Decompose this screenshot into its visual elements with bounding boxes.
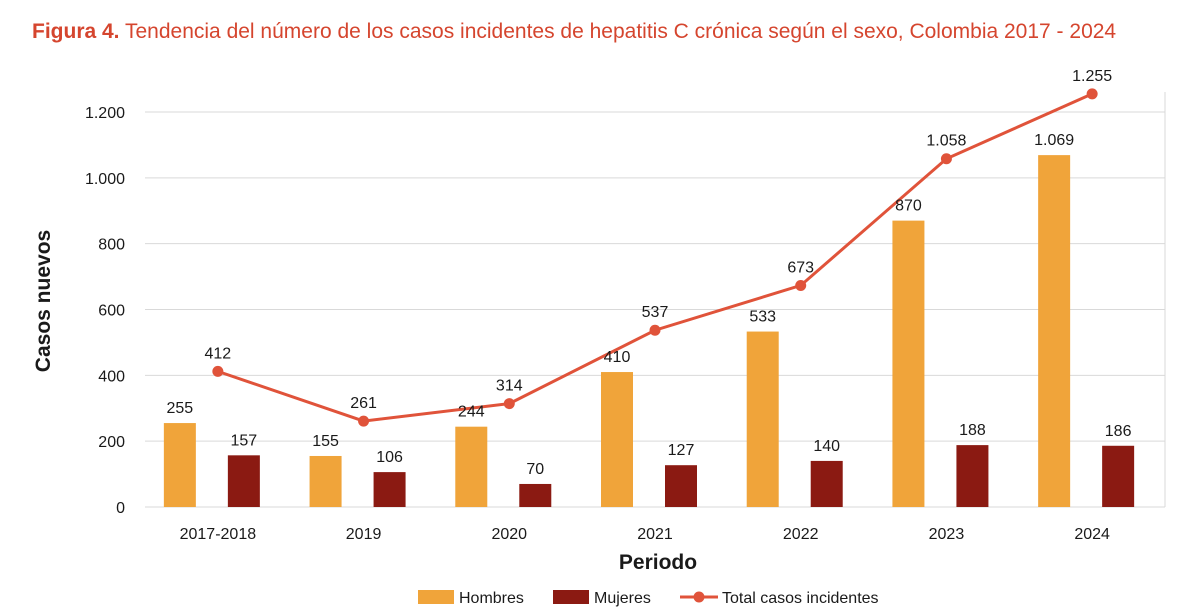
- data-label-total: 537: [642, 304, 669, 321]
- grid-lines: [145, 92, 1166, 508]
- bar-mujeres: [227, 455, 260, 507]
- bar-hombres: [455, 426, 488, 507]
- x-axis-title: Periodo: [619, 551, 697, 574]
- y-tick-label: 800: [98, 237, 125, 254]
- data-label-hombres: 1.069: [1034, 132, 1074, 149]
- total-point: [795, 279, 807, 291]
- axes: 0 200 400 600 800 1.000 1.200 2017-2018 2019 2020…: [32, 105, 1110, 574]
- data-label-hombres: 533: [749, 309, 776, 326]
- bar-hombres: [601, 372, 633, 507]
- data-label-hombres: 244: [458, 404, 485, 421]
- data-label-total: 1.058: [926, 133, 966, 150]
- data-label-total: 412: [205, 345, 232, 362]
- data-label-hombres: 155: [312, 433, 339, 450]
- y-axis-title: Casos nuevos: [32, 230, 55, 372]
- x-tick-label: 2021: [637, 526, 673, 543]
- x-tick-label: 2023: [929, 526, 965, 543]
- total-line: [212, 88, 1098, 427]
- y-tick-label: 600: [98, 303, 125, 320]
- data-label-total: 261: [350, 395, 377, 412]
- data-labels: 255 157 155 106 244 70 410 127 533 140 870 188 1.069…: [167, 68, 1132, 478]
- y-tick-label: 200: [98, 434, 125, 451]
- data-label-mujeres: 106: [376, 449, 403, 466]
- y-tick-label: 1.200: [85, 105, 125, 122]
- figure-title: Figura 4. Tendencia del número de los ca…: [32, 20, 1116, 44]
- bar-hombres: [1038, 155, 1071, 507]
- figure-title-text: Tendencia del número de los casos incide…: [125, 20, 1117, 43]
- x-tick-label: 2019: [346, 526, 382, 543]
- x-tick-label: 2020: [491, 526, 527, 543]
- bar-mujeres: [373, 472, 406, 507]
- legend-swatch-hombres: [418, 590, 454, 604]
- bar-hombres: [746, 331, 779, 507]
- total-point: [1086, 88, 1098, 100]
- data-label-hombres: 255: [167, 400, 194, 417]
- y-tick-label: 1.000: [85, 171, 125, 188]
- data-label-total: 1.255: [1072, 68, 1112, 85]
- y-tick-label: 0: [116, 500, 125, 517]
- legend-label-mujeres: Mujeres: [594, 590, 651, 607]
- x-tick-label: 2017-2018: [180, 526, 257, 543]
- data-label-hombres: 410: [604, 349, 631, 366]
- x-tick-label: 2024: [1074, 526, 1110, 543]
- total-point: [503, 398, 515, 410]
- legend-label-hombres: Hombres: [459, 590, 524, 607]
- bars: [163, 155, 1135, 507]
- data-label-hombres: 870: [895, 198, 922, 215]
- legend: Hombres Mujeres Total casos incidentes: [418, 590, 879, 607]
- figure-label: Figura 4.: [32, 20, 120, 43]
- total-point: [649, 324, 661, 336]
- x-tick-label: 2022: [783, 526, 819, 543]
- bar-mujeres: [810, 460, 843, 507]
- legend-swatch-mujeres: [553, 590, 589, 604]
- data-label-mujeres: 70: [526, 461, 544, 478]
- data-label-mujeres: 157: [231, 432, 258, 449]
- bar-hombres: [309, 455, 342, 507]
- total-point: [358, 415, 370, 427]
- data-label-mujeres: 140: [813, 438, 840, 455]
- bar-hombres: [163, 423, 196, 507]
- bar-mujeres: [956, 445, 989, 507]
- bar-mujeres: [1102, 445, 1135, 507]
- total-point: [940, 153, 952, 165]
- data-label-mujeres: 186: [1105, 423, 1132, 440]
- data-label-mujeres: 127: [668, 442, 695, 459]
- bar-mujeres: [519, 483, 552, 507]
- bar-hombres: [892, 220, 925, 507]
- legend-label-total: Total casos incidentes: [722, 590, 879, 607]
- data-label-total: 673: [787, 259, 814, 276]
- bar-mujeres: [665, 465, 697, 507]
- total-point: [212, 365, 224, 377]
- legend-marker-total: [693, 591, 705, 603]
- data-label-total: 314: [496, 378, 523, 395]
- y-tick-label: 400: [98, 368, 125, 385]
- data-label-mujeres: 188: [959, 422, 986, 439]
